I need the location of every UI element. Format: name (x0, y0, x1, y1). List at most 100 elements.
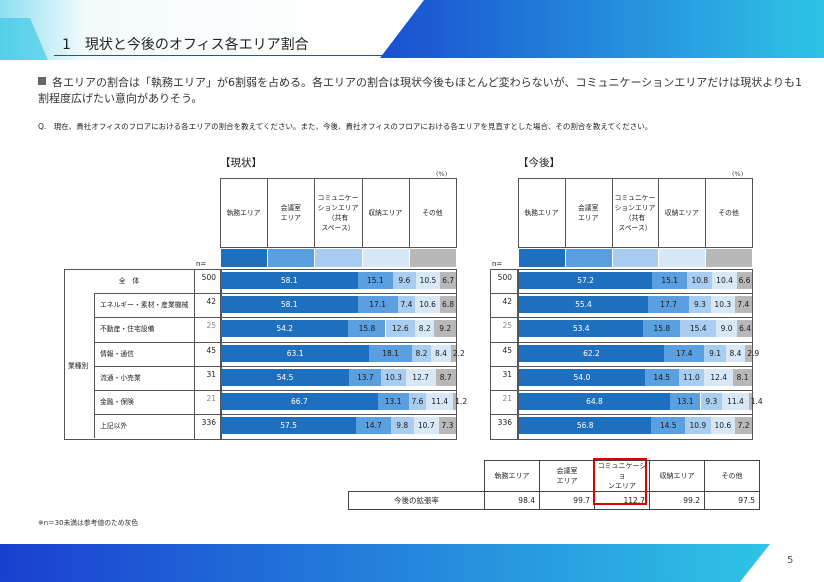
header-label: その他 (422, 209, 443, 217)
expansion-row-label: 今後の拡張率 (348, 491, 485, 510)
bar-value-label: 9.3 (693, 300, 706, 310)
legend-swatch (315, 249, 362, 267)
bar-segment (405, 368, 436, 386)
header-label: 会議室 エリア (578, 204, 599, 222)
bar-value-label: 8.4 (434, 348, 447, 358)
bar-segment (397, 296, 416, 314)
legend-swatch (268, 249, 315, 267)
expansion-header-label: 執務エリア (494, 472, 530, 480)
bar-value-label: 15.4 (689, 324, 707, 334)
row-label: エネルギー・素材・産業機械 (100, 301, 189, 310)
bar-segment (685, 417, 711, 435)
bar-segment (704, 368, 734, 386)
bar-value-label: 15.8 (358, 324, 376, 334)
legend-swatch (565, 249, 612, 267)
bar-value-label: 6.4 (739, 324, 752, 334)
bar-segment (415, 272, 441, 289)
header-banner (0, 0, 824, 60)
footnote: ※n＝30未満は参考値のため灰色 (38, 519, 139, 527)
header-label: コミュニケー ションエリア （共有 スペース） (614, 194, 656, 232)
category-frame (64, 269, 195, 441)
bar-value-label: 10.4 (716, 276, 733, 285)
bar-value-label: 10.3 (385, 372, 402, 382)
bar-value-label: 54.5 (276, 372, 294, 382)
bar-segment (680, 320, 717, 338)
bar-value-label: 57.2 (577, 276, 594, 285)
row-divider (490, 365, 752, 367)
legend-swatch (362, 249, 409, 267)
bar-segment (431, 344, 451, 362)
bar-value-label: 9.3 (705, 397, 718, 406)
bar-value-label: 10.5 (419, 276, 437, 285)
bar-segment (369, 344, 412, 362)
header-label: その他 (718, 209, 739, 217)
bar-segment (669, 393, 701, 410)
bar-value-label: 11.4 (727, 397, 744, 406)
bar-value-label: 10.3 (714, 300, 732, 310)
legend-swatch (221, 249, 268, 267)
bar-value-label: 54.2 (276, 324, 294, 334)
legend-swatch (659, 249, 706, 267)
expansion-value-row: 今後の拡張率 98.4 99.7 112.7 99.2 97.5 (348, 491, 760, 510)
legend-swatch (409, 249, 456, 267)
footer-banner (0, 544, 770, 582)
bar-value-label: 54.0 (573, 372, 591, 382)
bar-segment (356, 417, 391, 435)
industry-category-label: 業種別 (68, 361, 89, 370)
bar-value-label: 18.1 (382, 348, 399, 358)
bar-value-label: 7.6 (411, 397, 424, 406)
bar-value-label: 9.6 (398, 276, 411, 285)
row-divider (194, 414, 456, 416)
row-divider (94, 390, 194, 391)
bar-segment (519, 368, 645, 386)
row-divider (194, 293, 456, 295)
bar-value-label: 15.8 (653, 324, 671, 334)
header-label: 収納エリア (664, 209, 699, 217)
bar-value-label: 8.7 (439, 372, 452, 382)
bar-value-label: 9.8 (396, 421, 409, 431)
category-divider (94, 293, 95, 439)
row-label: 情報・通信 (100, 349, 134, 358)
bar-segment (221, 272, 358, 289)
header-label: 執務エリア (524, 209, 559, 217)
legend-swatch (706, 249, 752, 267)
bar-value-label: 8.2 (415, 348, 428, 358)
header-cell (267, 178, 316, 248)
bar-value-label: 10.7 (417, 421, 435, 431)
header-label: コミュニケー ションエリア （共有 スペース） (317, 194, 359, 232)
bar-segment (745, 344, 752, 362)
row-label: 全 体 (118, 277, 140, 285)
legend-swatch (519, 249, 565, 267)
row-divider (194, 390, 456, 391)
header-cell (408, 178, 457, 248)
bar-value-label: 2.9 (747, 348, 760, 358)
header-cell (220, 178, 269, 248)
row-divider (490, 269, 752, 270)
bar-segment (737, 320, 752, 338)
bar-segment (348, 320, 386, 338)
row-label: 金融・保険 (100, 398, 134, 406)
expansion-header-cell: その他 (704, 460, 760, 492)
bullet-square-icon (38, 77, 46, 85)
bar-segment (385, 320, 416, 338)
bar-segment (408, 393, 427, 410)
bar-segment (735, 417, 752, 435)
bar-value-label: 17.7 (660, 300, 677, 310)
sample-size: 25 (206, 321, 216, 331)
bar-value-label: 7.4 (737, 300, 750, 310)
bar-segment (643, 320, 681, 338)
sample-size: 500 (497, 273, 512, 282)
chart-title: 【今後】 (518, 157, 560, 169)
bar-segment (734, 296, 752, 314)
bar-segment (651, 417, 686, 435)
sample-size: 45 (502, 345, 512, 355)
bar-value-label: 11.0 (683, 372, 700, 382)
percent-unit: (%) (436, 170, 448, 178)
bar-segment (440, 272, 456, 289)
expansion-value: 99.2 (649, 491, 705, 510)
bar-segment (710, 296, 735, 314)
bar-segment (390, 417, 414, 435)
expansion-value: 112.7 (594, 491, 650, 510)
row-divider (94, 317, 194, 319)
bar-segment (700, 393, 723, 410)
